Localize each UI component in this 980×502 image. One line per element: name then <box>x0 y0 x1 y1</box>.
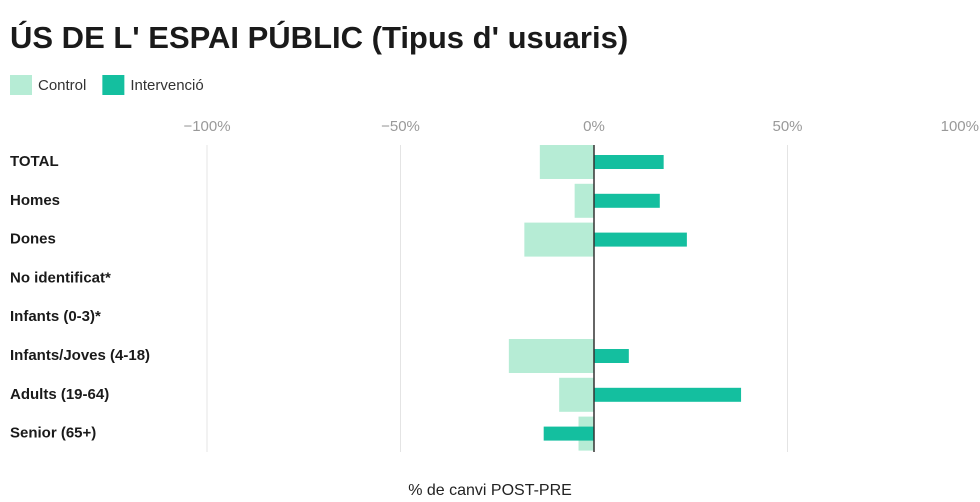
legend-label: Control <box>38 77 86 94</box>
category-label: Homes <box>10 192 60 209</box>
category-label: Senior (65+) <box>10 425 96 442</box>
bar <box>574 183 594 218</box>
category-label: Infants/Joves (4-18) <box>10 347 150 364</box>
bar <box>508 339 594 373</box>
category-label: Dones <box>10 231 56 248</box>
category-label: Infants (0-3)* <box>10 308 101 325</box>
bar <box>543 426 594 441</box>
x-tick-label: 100% <box>941 118 979 135</box>
chart-title: ÚS DE L' ESPAI PÚBLIC (Tipus d' usuaris) <box>10 19 628 55</box>
category-label: TOTAL <box>10 153 59 170</box>
legend-label: Intervenció <box>130 77 203 94</box>
bar <box>594 349 629 363</box>
x-tick-label: 0% <box>583 118 605 135</box>
bar <box>524 222 594 257</box>
bar <box>559 377 594 412</box>
bar <box>594 193 660 208</box>
bar <box>594 387 742 402</box>
bar <box>594 232 687 247</box>
x-tick-label: −50% <box>381 118 420 135</box>
category-label: Adults (19-64) <box>10 386 109 403</box>
bar <box>539 145 594 179</box>
legend-swatch <box>10 75 32 95</box>
legend-swatch <box>102 75 125 95</box>
x-tick-label: 50% <box>772 118 802 135</box>
bar <box>594 155 664 169</box>
x-axis-label: % de canvi POST-PRE <box>408 482 572 499</box>
category-label: No identificat* <box>10 269 111 286</box>
x-tick-label: −100% <box>183 118 230 135</box>
